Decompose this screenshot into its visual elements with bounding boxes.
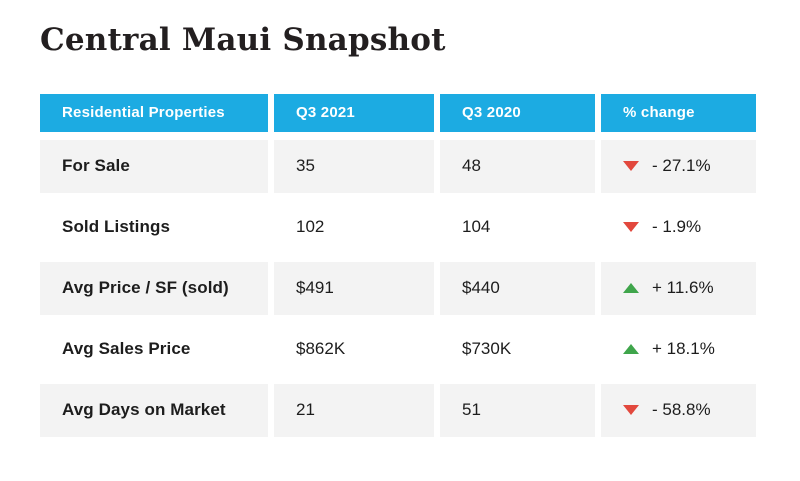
change-value: + 11.6% bbox=[652, 278, 714, 298]
change-cell: - 58.8% bbox=[601, 383, 756, 437]
header-q3-2021: Q3 2021 bbox=[274, 93, 434, 132]
change-value: - 58.8% bbox=[652, 400, 711, 420]
change-value: + 18.1% bbox=[652, 339, 715, 359]
header-residential-properties: Residential Properties bbox=[40, 93, 268, 132]
row-label: For Sale bbox=[40, 139, 268, 193]
triangle-up-icon bbox=[623, 344, 639, 355]
q3-2021-value: 35 bbox=[274, 139, 434, 193]
q3-2021-value: $862K bbox=[274, 322, 434, 376]
row-label: Avg Price / SF (sold) bbox=[40, 261, 268, 315]
row-label: Avg Sales Price bbox=[40, 322, 268, 376]
triangle-down-icon bbox=[623, 405, 639, 416]
header-q3-2020: Q3 2020 bbox=[440, 93, 595, 132]
change-cell: + 18.1% bbox=[601, 322, 756, 376]
q3-2020-value: 48 bbox=[440, 139, 595, 193]
change-cell: - 1.9% bbox=[601, 200, 756, 254]
q3-2020-value: $730K bbox=[440, 322, 595, 376]
triangle-down-icon bbox=[623, 222, 639, 233]
page-title: Central Maui Snapshot bbox=[40, 22, 446, 58]
change-cell: - 27.1% bbox=[601, 139, 756, 193]
q3-2020-value: 51 bbox=[440, 383, 595, 437]
q3-2020-value: 104 bbox=[440, 200, 595, 254]
change-cell: + 11.6% bbox=[601, 261, 756, 315]
header-percent-change: % change bbox=[601, 93, 756, 132]
row-label: Sold Listings bbox=[40, 200, 268, 254]
triangle-down-icon bbox=[623, 161, 639, 172]
change-value: - 27.1% bbox=[652, 156, 711, 176]
q3-2021-value: 102 bbox=[274, 200, 434, 254]
snapshot-table: Residential Properties Q3 2021 Q3 2020 %… bbox=[40, 93, 758, 437]
triangle-up-icon bbox=[623, 283, 639, 294]
q3-2021-value: $491 bbox=[274, 261, 434, 315]
change-value: - 1.9% bbox=[652, 217, 702, 237]
q3-2021-value: 21 bbox=[274, 383, 434, 437]
central-maui-snapshot-page: Central Maui Snapshot Residential Proper… bbox=[40, 22, 758, 437]
row-label: Avg Days on Market bbox=[40, 383, 268, 437]
q3-2020-value: $440 bbox=[440, 261, 595, 315]
